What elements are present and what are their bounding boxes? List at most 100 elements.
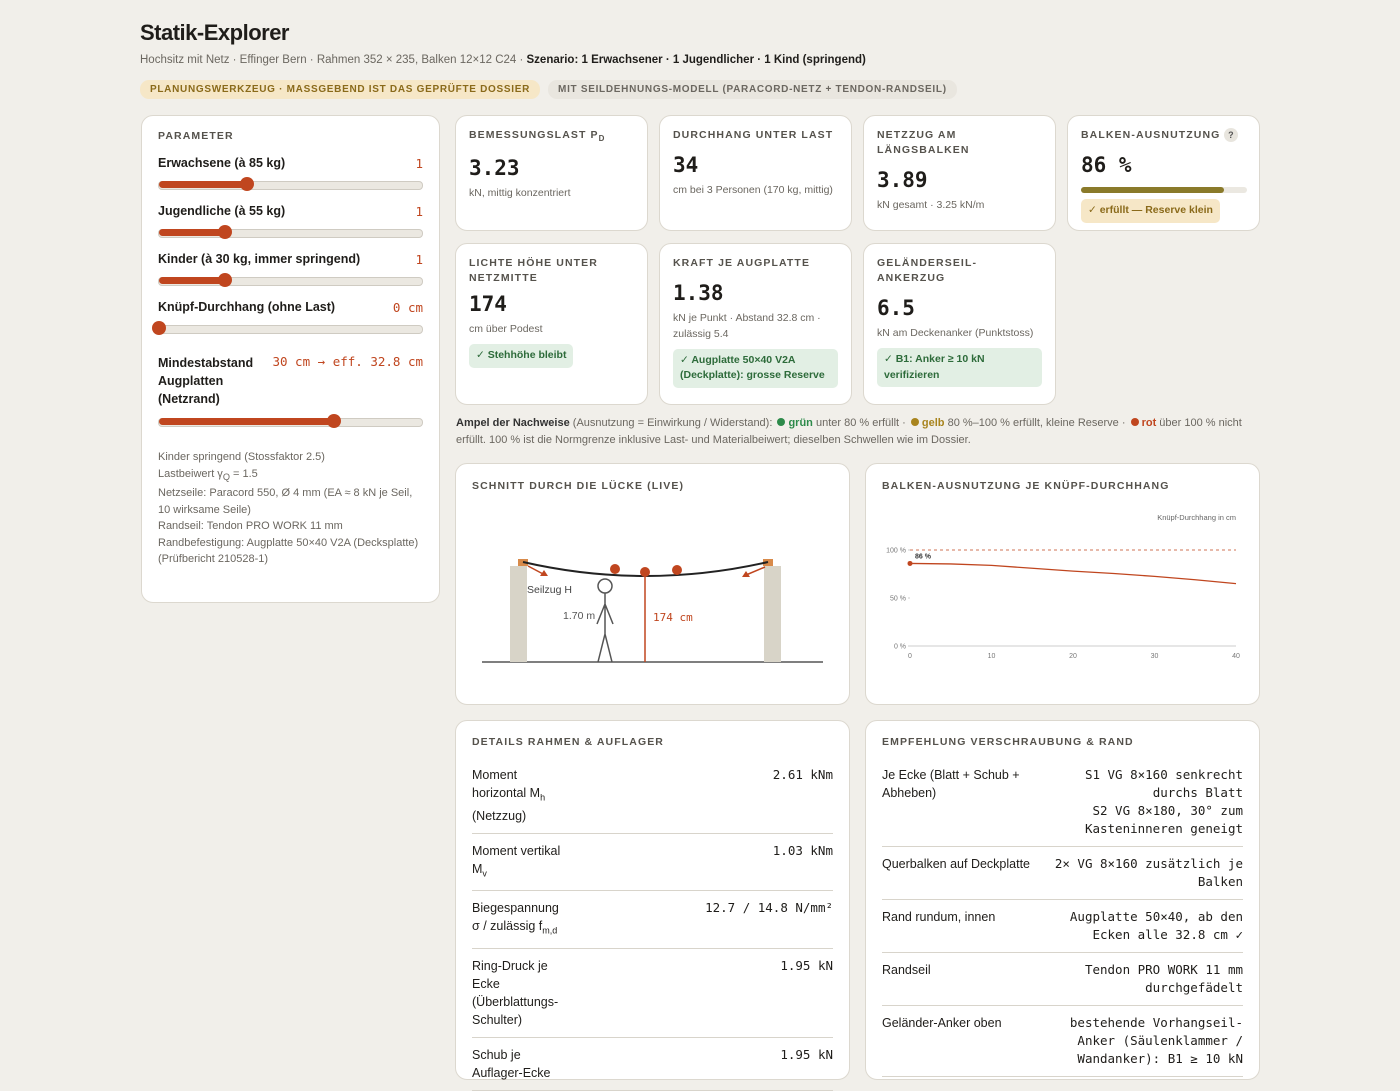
table-row: Randseil Tendon PRO WORK 11 mm durchgefäd… — [882, 953, 1243, 1006]
note-text: = 1.5 — [229, 467, 258, 480]
row-value-line: S1 VG 8×160 senkrecht durchs Blatt — [1084, 767, 1243, 800]
rope-label: Seilzug H — [527, 584, 572, 596]
kpi-card: NETZZUG AM LÄNGSBALKEN 3.89 kN gesamt · 3.… — [863, 115, 1056, 231]
slider-header: Erwachsene (à 85 kg) 1 — [158, 156, 423, 171]
legend-text: Ampel der Nachweise — [456, 417, 570, 429]
page: Statik-Explorer { "header": { "title": "… — [140, 20, 1260, 1091]
kpi-label: GELÄNDERSEIL-ANKERZUG — [877, 256, 1042, 286]
row-value: Tendon PRO WORK 11 mm durchgefädelt — [1042, 961, 1243, 997]
x-tick-label: 20 — [1069, 653, 1077, 660]
kpi-label-text: NETZZUG AM LÄNGSBALKEN — [877, 129, 970, 156]
legend-dot — [777, 418, 786, 426]
row-label-text: (Netzzug) — [472, 808, 527, 823]
kpi-unit: cm bei 3 Personen (170 kg, mittig) — [673, 184, 833, 196]
slider-thumb[interactable] — [152, 321, 166, 335]
kpi-label-text: DURCHHANG UNTER LAST — [673, 129, 834, 141]
kpi-card: DURCHHANG UNTER LAST 34 cm bei 3 Personen … — [659, 115, 852, 231]
kpi-unit: cm über Podest — [469, 323, 543, 335]
badge: MIT SEILDEHNUNGS-MODELL (PARACORD-NETZ +… — [548, 80, 957, 99]
slider-thumb[interactable] — [239, 177, 254, 191]
table-row: Moment horizontal Mh (Netzzug) 2.61 kNm — [472, 758, 833, 834]
note: Lastbeiwert γQ = 1.5 — [158, 466, 423, 486]
slider-track[interactable] — [158, 225, 423, 239]
row-value-line: 2× VG 8×160 zusätzlich je Balken — [1054, 856, 1243, 889]
y-tick-label: 50 % — [890, 596, 906, 603]
card-heading: BALKEN-AUSNUTZUNG JE KNÜPF-DURCHHANG — [882, 480, 1170, 492]
legend-text: gelb — [921, 417, 945, 429]
kpi-value: 174 — [469, 292, 507, 316]
x-axis-label: Knüpf-Durchhang in cm — [1157, 513, 1236, 522]
notes: Kinder springend (Stossfaktor 2.5) Lastbe… — [158, 449, 423, 568]
row-label-sub: v — [482, 868, 487, 878]
table-row: Geländer-Anker oben bestehende Vorhangsei… — [882, 1006, 1243, 1077]
slider-thumb[interactable] — [217, 273, 232, 287]
row-label-sub: m,d — [542, 925, 558, 936]
post — [510, 566, 527, 662]
slider-thumb[interactable] — [217, 225, 232, 239]
progress-track — [1081, 187, 1247, 193]
kpi-value: 34 — [673, 153, 699, 177]
slider-header: Jugendliche (à 55 kg) 1 — [158, 204, 423, 219]
kpi-unit: kN am Deckenanker (Punktstoss) — [877, 327, 1034, 339]
row-value-line: Tendon PRO WORK 11 mm durchgefädelt — [1084, 962, 1243, 995]
clearance-label: 174 cm — [653, 611, 693, 624]
row-label-text: Schub je Auflager-Ecke — [472, 1047, 551, 1080]
post — [764, 566, 781, 662]
slider-row: Erwachsene (à 85 kg) 1 — [158, 156, 423, 191]
parameter-panel: PARAMETER Erwachsene (à 85 kg) 1 Jugendlic… — [141, 115, 440, 603]
progress-fill — [1081, 187, 1224, 193]
row-label: Geländer-Anker oben — [882, 1014, 1032, 1068]
kpi-label-text: LICHTE HÖHE UNTER NETZMITTE — [469, 257, 598, 284]
legend-dot — [1130, 418, 1139, 426]
slider-thumb[interactable] — [327, 414, 342, 428]
kpi-label-sub: D — [598, 134, 606, 144]
slider-track[interactable] — [158, 177, 423, 191]
row-label-text: Rand rundum, innen — [882, 910, 996, 924]
table-row: Ring-Druck je Ecke (Überblattungs-Schult… — [472, 949, 833, 1038]
kpi-label-text: GELÄNDERSEIL-ANKERZUG — [877, 257, 978, 284]
slider-track[interactable] — [158, 414, 423, 428]
table-row: Je Ecke (Blatt + Schub + Abheben) S1 VG 8… — [882, 758, 1243, 847]
row-label-text: Randseil — [882, 963, 931, 977]
note-text: Lastbeiwert γ — [158, 467, 223, 480]
utilization-line — [909, 562, 1237, 585]
legend-text: 80 %–100 % erfüllt, kleine Reserve · — [944, 417, 1129, 429]
slider-fill — [159, 418, 335, 425]
section-diagram: Seilzug H 1.70 m 174 cm — [482, 559, 823, 663]
slider-label: Knüpf-Durchhang (ohne Last) — [158, 300, 336, 314]
recommendation-card: EMPFEHLUNG VERSCHRAUBUNG & RAND Je Ecke … — [865, 720, 1260, 1080]
table-row: Schub je Auflager-Ecke 1.95 kN — [472, 1038, 833, 1091]
slider-value: 1 — [415, 204, 423, 219]
page-subtitle: Hochsitz mit Netz · Effinger Bern · Rahm… — [140, 54, 866, 66]
slider-header: Knüpf-Durchhang (ohne Last) 0 cm — [158, 300, 423, 315]
row-label: Rand rundum, innen — [882, 908, 1032, 944]
row-label: Schub je Auflager-Ecke — [472, 1046, 567, 1082]
slider-header: Mindestabstand Augplatten (Netzrand) 30 c… — [158, 354, 423, 408]
kpi-label-text: BEMESSUNGSLAST P — [469, 129, 599, 141]
row-label-text: Moment vertikal M — [472, 843, 561, 876]
panel-heading: PARAMETER — [158, 130, 234, 142]
kpi-unit: kN gesamt · 3.25 kN/m — [877, 199, 985, 211]
note-sub: Q — [222, 471, 230, 482]
note: Netzseile: Paracord 550, Ø 4 mm (EA ≈ 8 … — [158, 487, 413, 516]
row-label: Querbalken auf Deckplatte — [882, 855, 1032, 891]
person-head — [597, 578, 613, 594]
slider-track[interactable] — [158, 273, 423, 287]
kpi-label: NETZZUG AM LÄNGSBALKEN — [877, 128, 1042, 158]
row-label: Biegespannung σ / zulässig fm,d — [472, 899, 567, 940]
note: Kinder springend (Stossfaktor 2.5) — [158, 451, 325, 463]
slider-fill — [159, 229, 225, 236]
card-heading: SCHNITT DURCH DIE LÜCKE (LIVE) — [472, 480, 685, 492]
slider-value: 30 cm → eff. 32.8 cm — [272, 354, 423, 369]
slider-track[interactable] — [152, 321, 423, 335]
note: Randbefestigung: Augplatte 50×40 V2A (De… — [158, 536, 419, 566]
slider-value: 1 — [415, 252, 423, 267]
help-icon[interactable]: ? — [1224, 128, 1239, 142]
details-card: DETAILS RAHMEN & AUFLAGER Moment horizon… — [455, 720, 850, 1091]
row-label: Moment vertikal Mv — [472, 842, 567, 883]
kpi-value: 86 % — [1081, 153, 1132, 177]
person — [596, 593, 614, 663]
row-label: Randseil — [882, 961, 1032, 997]
slider-list: Erwachsene (à 85 kg) 1 Jugendliche (à 55 k… — [152, 156, 423, 428]
current-point — [907, 560, 913, 566]
